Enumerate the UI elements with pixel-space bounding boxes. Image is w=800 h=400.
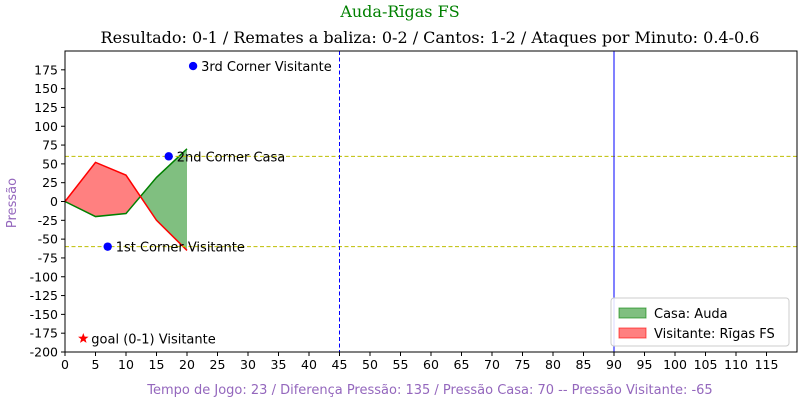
x-tick-label: 110 <box>724 357 748 372</box>
x-axis-label: Tempo de Jogo: 23 / Diferença Pressão: 1… <box>146 383 712 398</box>
y-tick-label: 75 <box>42 138 58 153</box>
y-tick-label: -50 <box>38 232 58 247</box>
x-tick-label: 100 <box>663 357 687 372</box>
x-tick-label: 30 <box>240 357 256 372</box>
legend-box <box>610 297 790 347</box>
casa-pressure-line <box>64 148 188 218</box>
x-tick-label: 15 <box>149 357 165 372</box>
legend-swatch <box>618 327 647 339</box>
y-tick-label: 175 <box>34 62 58 77</box>
y-tick-label: -125 <box>30 288 58 303</box>
x-tick-label: 55 <box>393 357 409 372</box>
y-tick-label: 50 <box>42 156 58 171</box>
x-tick-label: 5 <box>92 357 100 372</box>
y-tick-label: 100 <box>34 119 58 134</box>
x-tick-label: 40 <box>301 357 317 372</box>
x-tick-label: 90 <box>606 357 622 372</box>
y-tick-label: -150 <box>30 307 58 322</box>
y-tick-label: -175 <box>30 326 58 341</box>
x-tick-label: 105 <box>694 357 718 372</box>
y-tick-label: -200 <box>30 345 58 360</box>
annotation-label: 3rd Corner Visitante <box>201 60 332 75</box>
y-tick-label: -100 <box>30 269 58 284</box>
chart-legend: Casa: Auda Visitante: Rīgas FS <box>610 297 790 347</box>
y-tick-label: 125 <box>34 100 58 115</box>
y-tick-label: 0 <box>50 194 58 209</box>
x-tick-label: 75 <box>515 357 531 372</box>
x-tick-label: 95 <box>637 357 653 372</box>
x-tick-label: 115 <box>755 357 779 372</box>
annotation-label: 1st Corner Visitante <box>116 241 245 256</box>
legend-swatch <box>618 307 647 319</box>
x-tick-label: 50 <box>362 357 378 372</box>
x-tick-label: 70 <box>484 357 500 372</box>
visitante-pressure-area <box>65 162 141 217</box>
corner-marker <box>164 152 173 161</box>
annotation-label: 2nd Corner Casa <box>177 150 286 165</box>
chart-title: Resultado: 0-1 / Remates a baliza: 0-2 /… <box>101 28 760 47</box>
x-tick-label: 10 <box>118 357 134 372</box>
corner-marker <box>103 242 112 251</box>
x-tick-label: 80 <box>545 357 561 372</box>
x-tick-label: 25 <box>210 357 226 372</box>
y-tick-label: -75 <box>38 250 58 265</box>
plot-area: 3rd Corner Visitante 2nd Corner Casa 1st C… <box>30 50 798 372</box>
x-tick-label: 0 <box>61 357 69 372</box>
casa-pressure-area <box>140 148 187 251</box>
y-tick-label: -25 <box>38 213 58 228</box>
x-tick-label: 65 <box>454 357 470 372</box>
x-tick-label: 45 <box>332 357 348 372</box>
y-axis-label: Pressão <box>5 178 20 228</box>
corner-marker <box>188 61 198 71</box>
y-tick-label: 150 <box>34 81 58 96</box>
y-tick-label: 25 <box>42 175 58 190</box>
chart-suptitle: Auda-Rīgas FS <box>339 2 459 21</box>
x-tick-label: 85 <box>576 357 592 372</box>
legend-label: Visitante: Rīgas FS <box>654 327 775 342</box>
x-tick-label: 20 <box>179 357 195 372</box>
legend-label: Casa: Auda <box>654 307 728 322</box>
goal-star-icon <box>78 332 89 343</box>
visitante-pressure-line <box>64 161 188 251</box>
x-tick-label: 35 <box>271 357 287 372</box>
x-tick-label: 60 <box>423 357 439 372</box>
annotation-label: goal (0-1) Visitante <box>91 332 215 347</box>
